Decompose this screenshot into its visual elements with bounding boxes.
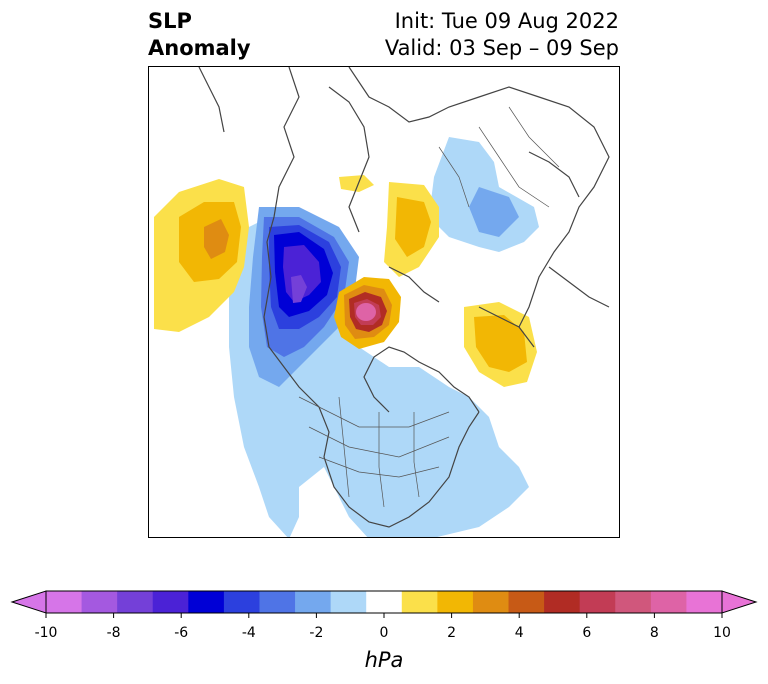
colorbar-segment xyxy=(544,591,581,613)
valid-range: Valid: 03 Sep – 09 Sep xyxy=(384,36,619,60)
colorbar-segment xyxy=(117,591,154,613)
colorbar-right-extension xyxy=(721,590,758,614)
colorbar-tick-label: 4 xyxy=(514,625,524,641)
anomaly-positive-center-core xyxy=(356,303,376,321)
colorbar-tick-label: -6 xyxy=(174,625,189,641)
colorbar-segment xyxy=(650,591,687,613)
colorbar-segment xyxy=(579,591,616,613)
colorbar-tick-label: -4 xyxy=(241,625,256,641)
colorbar-segment xyxy=(437,591,474,613)
colorbar-tick-label: 0 xyxy=(379,625,389,641)
title-line-2: Anomaly xyxy=(148,36,251,60)
anomaly-positive-north-small xyxy=(339,175,374,192)
colorbar-segment xyxy=(46,591,83,613)
colorbar-segment xyxy=(615,591,652,613)
colorbar-segment xyxy=(81,591,118,613)
colorbar-tick-label: -10 xyxy=(34,625,58,641)
colorbar-segment xyxy=(152,591,189,613)
colorbar-segment xyxy=(401,591,438,613)
init-date: Init: Tue 09 Aug 2022 xyxy=(394,9,619,33)
colorbar xyxy=(10,590,758,618)
title-line-1: SLP xyxy=(148,9,192,33)
colorbar-segments xyxy=(46,591,723,613)
colorbar-tick-label: -2 xyxy=(309,625,324,641)
colorbar-segment xyxy=(472,591,510,613)
anomaly-negative-7 xyxy=(291,275,307,303)
colorbar-tick-label: 6 xyxy=(582,625,592,641)
colorbar-tick-label: 10 xyxy=(713,625,731,641)
colorbar-left-extension xyxy=(10,590,47,614)
slp-anomaly-map xyxy=(154,67,610,537)
colorbar-tick-label: 8 xyxy=(649,625,659,641)
colorbar-segment xyxy=(223,591,260,613)
anomaly-positive-east-2 xyxy=(474,315,527,372)
colorbar-tick-label: 2 xyxy=(447,625,457,641)
colorbar-segment xyxy=(295,591,332,613)
colorbar-tick-label: -8 xyxy=(106,625,121,641)
colorbar-ticks xyxy=(45,613,723,618)
colorbar-segment xyxy=(366,591,403,613)
colorbar-segment xyxy=(508,591,545,613)
colorbar-segment xyxy=(259,591,296,613)
anomaly-negative-east-2 xyxy=(469,187,519,237)
anomaly-positive-west-3 xyxy=(204,219,229,259)
date-info: Init: Tue 09 Aug 2022 Valid: 03 Sep – 09… xyxy=(385,8,619,62)
colorbar-unit: hPa xyxy=(364,648,404,672)
map-panel xyxy=(148,66,620,538)
colorbar-segment xyxy=(330,591,367,613)
borders xyxy=(298,106,560,508)
anomaly-positive-north-inner xyxy=(395,197,431,257)
colorbar-segment xyxy=(188,591,225,613)
map-title: SLP Anomaly xyxy=(148,8,251,62)
colorbar-segment xyxy=(686,591,723,613)
